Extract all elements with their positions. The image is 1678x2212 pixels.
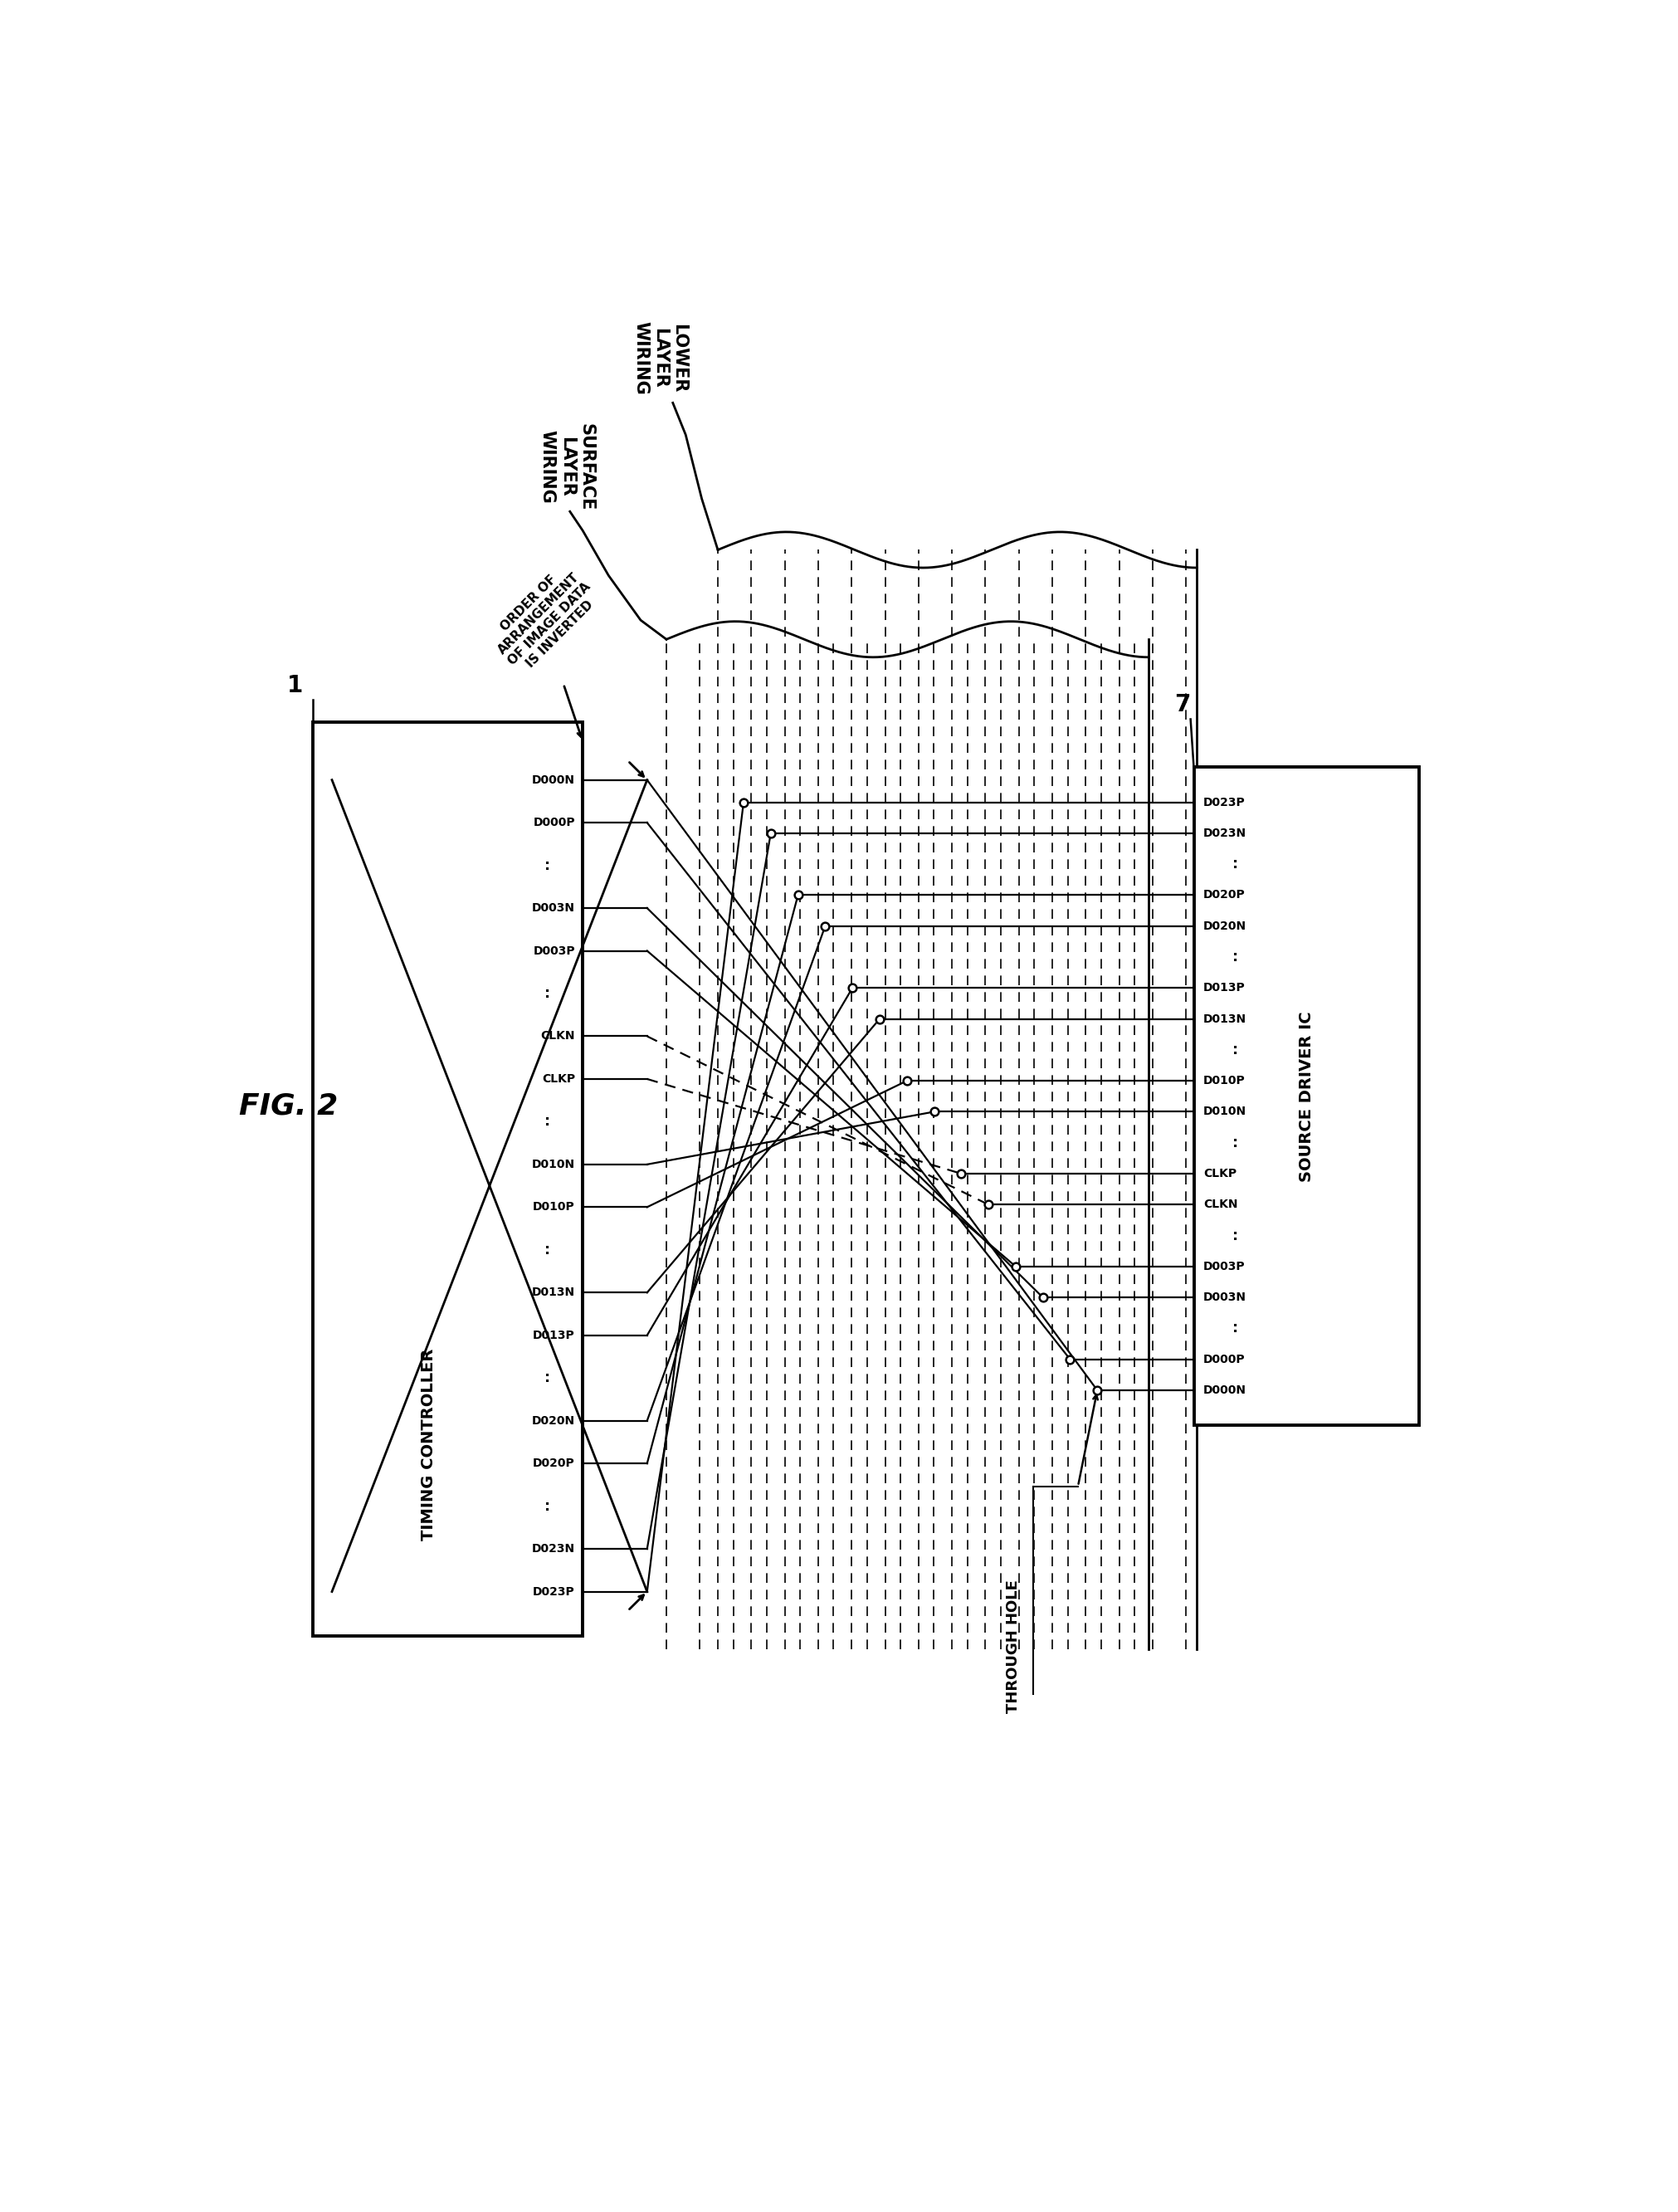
Text: TIMING CONTROLLER: TIMING CONTROLLER	[421, 1349, 436, 1540]
Text: :: :	[544, 1500, 550, 1513]
Text: FIG. 2: FIG. 2	[238, 1093, 337, 1119]
Text: D000N: D000N	[532, 774, 576, 785]
Text: D023P: D023P	[534, 1586, 576, 1597]
Text: D020N: D020N	[1203, 920, 1247, 931]
Text: D010P: D010P	[1203, 1075, 1245, 1086]
Text: D020P: D020P	[534, 1458, 576, 1469]
Text: CLKN: CLKN	[540, 1031, 576, 1042]
Text: CLKP: CLKP	[1203, 1168, 1237, 1179]
Text: :: :	[544, 1371, 550, 1385]
Text: :: :	[544, 858, 550, 874]
Text: D003P: D003P	[534, 945, 576, 956]
Text: SURFACE
LAYER
WIRING: SURFACE LAYER WIRING	[539, 422, 594, 511]
Text: D010N: D010N	[1203, 1106, 1247, 1117]
Text: :: :	[1233, 1042, 1238, 1057]
Text: :: :	[544, 987, 550, 1002]
Text: :: :	[1233, 856, 1238, 872]
Text: D013P: D013P	[534, 1329, 576, 1340]
Text: ORDER OF
ARRANGEMENT
OF IMAGE DATA
IS INVERTED: ORDER OF ARRANGEMENT OF IMAGE DATA IS IN…	[485, 560, 602, 677]
Text: D013N: D013N	[1203, 1013, 1247, 1024]
Text: D010N: D010N	[532, 1159, 576, 1170]
Text: D000P: D000P	[1203, 1354, 1245, 1365]
Text: :: :	[1233, 1228, 1238, 1243]
Text: D010P: D010P	[534, 1201, 576, 1212]
Text: :: :	[544, 1115, 550, 1128]
Text: D003N: D003N	[532, 902, 576, 914]
Text: LOWER
LAYER
WIRING: LOWER LAYER WIRING	[633, 321, 688, 396]
Text: D013P: D013P	[1203, 982, 1245, 993]
Text: 7: 7	[1175, 692, 1191, 717]
Bar	[312, 723, 582, 1637]
Text: D023P: D023P	[1203, 796, 1245, 807]
Text: :: :	[544, 1243, 550, 1256]
Text: D000P: D000P	[534, 816, 576, 830]
Text: D020N: D020N	[532, 1416, 576, 1427]
Text: D003P: D003P	[1203, 1261, 1245, 1272]
Text: :: :	[1233, 1321, 1238, 1336]
Text: THROUGH HOLE: THROUGH HOLE	[1007, 1579, 1022, 1712]
Text: CLKN: CLKN	[1203, 1199, 1238, 1210]
Text: D003N: D003N	[1203, 1292, 1247, 1303]
Text: :: :	[1233, 1135, 1238, 1150]
Text: CLKP: CLKP	[542, 1073, 576, 1084]
Text: SOURCE DRIVER IC: SOURCE DRIVER IC	[1299, 1011, 1314, 1181]
Text: :: :	[1233, 949, 1238, 964]
Text: D023N: D023N	[1203, 827, 1247, 838]
Text: 1: 1	[287, 675, 304, 697]
Text: D000N: D000N	[1203, 1385, 1247, 1396]
Text: D023N: D023N	[532, 1544, 576, 1555]
Bar	[1193, 768, 1420, 1425]
Text: D013N: D013N	[532, 1287, 576, 1298]
Text: D020P: D020P	[1203, 889, 1245, 900]
